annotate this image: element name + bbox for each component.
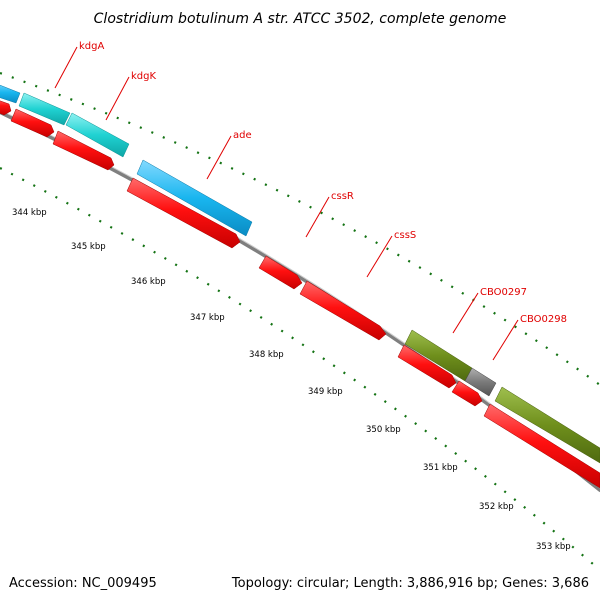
cds-red-right[interactable]: [483, 403, 600, 489]
kbp-label: 348 kbp: [249, 350, 284, 360]
kbp-label: 351 kbp: [423, 463, 458, 473]
gene-feature-ade[interactable]: [136, 159, 253, 237]
gene-leaders: [54, 46, 519, 361]
gene-labels: kdgA kdgK ade cssR cssS CBO0297 CBO0298: [79, 41, 567, 325]
cds-red-cssS[interactable]: [299, 280, 387, 341]
gene-feature-kdgK[interactable]: [65, 112, 130, 158]
leader-kdgK: [105, 76, 130, 121]
kbp-labels: 344 kbp 345 kbp 346 kbp 347 kbp 348 kbp …: [12, 208, 571, 552]
cds-red-CBO0298[interactable]: [451, 380, 483, 407]
gene-label[interactable]: CBO0298: [520, 314, 567, 325]
gene-feature-kdgA[interactable]: [18, 92, 71, 126]
accession-text: Accession: NC_009495: [9, 576, 157, 591]
cds-red-cssR[interactable]: [258, 255, 303, 290]
kbp-label: 346 kbp: [131, 277, 166, 287]
cds-red-3[interactable]: [52, 130, 115, 171]
kbp-label: 353 kbp: [536, 542, 571, 552]
outer-tick-track: [0, 71, 600, 386]
gene-label[interactable]: kdgK: [131, 71, 156, 82]
kbp-label: 349 kbp: [308, 387, 343, 397]
backbone-circle: [0, 110, 600, 492]
outer-feature-row: [0, 82, 600, 464]
inner-tick-track: [0, 167, 600, 571]
gene-label[interactable]: ade: [233, 130, 252, 141]
leader-kdgA: [54, 46, 78, 89]
gene-feature-CBO0298-gray[interactable]: [464, 367, 497, 397]
cds-red-2[interactable]: [10, 108, 55, 138]
cds-red-ade[interactable]: [126, 177, 241, 249]
cds-red-1[interactable]: [0, 98, 12, 116]
leader-ade: [206, 135, 232, 180]
gene-feature-olive-right[interactable]: [494, 386, 600, 464]
leader-cssR: [305, 196, 330, 238]
kbp-label: 344 kbp: [12, 208, 47, 218]
gene-label[interactable]: cssR: [331, 191, 354, 202]
gene-label[interactable]: CBO0297: [480, 287, 527, 298]
kbp-label: 347 kbp: [190, 313, 225, 323]
leader-CBO0298: [492, 319, 519, 361]
red-cds-row: [0, 98, 600, 489]
map-title: Clostridium botulinum A str. ATCC 3502, …: [94, 11, 507, 27]
leader-CBO0297: [452, 292, 479, 334]
leader-cssS: [366, 235, 393, 278]
gene-label[interactable]: cssS: [394, 230, 416, 241]
cds-red-CBO0297[interactable]: [397, 344, 457, 389]
gene-feature-blue-left[interactable]: [0, 82, 21, 104]
kbp-label: 345 kbp: [71, 242, 106, 252]
kbp-label: 352 kbp: [479, 502, 514, 512]
kbp-label: 350 kbp: [366, 425, 401, 435]
genome-summary-text: Topology: circular; Length: 3,886,916 bp…: [231, 576, 589, 591]
gene-label[interactable]: kdgA: [79, 41, 104, 52]
